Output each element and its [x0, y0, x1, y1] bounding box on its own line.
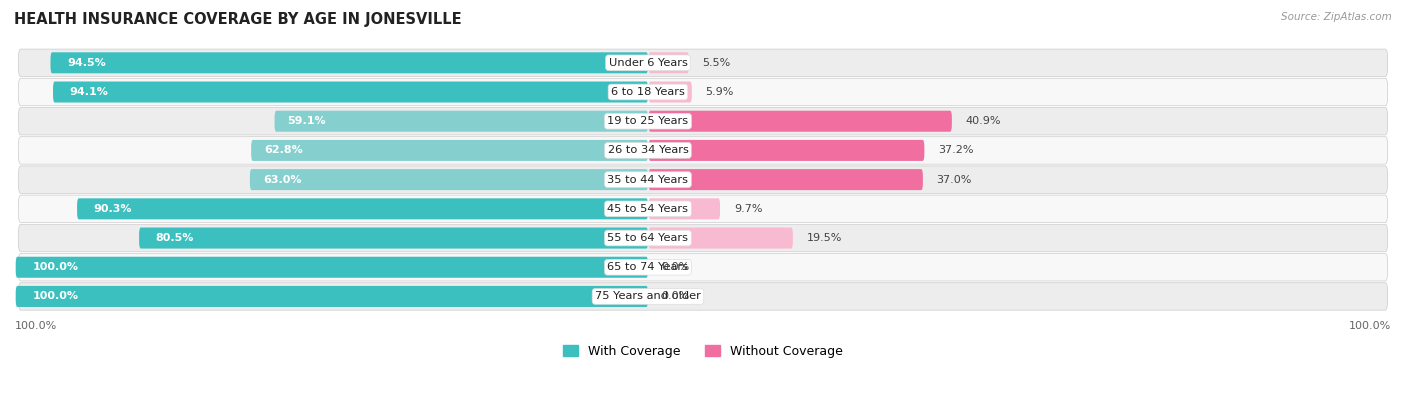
FancyBboxPatch shape: [51, 52, 648, 73]
Text: 19.5%: 19.5%: [807, 233, 842, 243]
Text: 94.1%: 94.1%: [69, 87, 108, 97]
Text: 59.1%: 59.1%: [288, 116, 326, 126]
Text: 75 Years and older: 75 Years and older: [595, 291, 702, 301]
Text: 37.2%: 37.2%: [938, 145, 973, 156]
FancyBboxPatch shape: [648, 169, 922, 190]
FancyBboxPatch shape: [77, 198, 648, 220]
Text: 100.0%: 100.0%: [32, 291, 79, 301]
FancyBboxPatch shape: [15, 257, 648, 278]
FancyBboxPatch shape: [252, 140, 648, 161]
FancyBboxPatch shape: [648, 227, 793, 249]
Text: 80.5%: 80.5%: [156, 233, 194, 243]
Legend: With Coverage, Without Coverage: With Coverage, Without Coverage: [558, 339, 848, 363]
Text: Source: ZipAtlas.com: Source: ZipAtlas.com: [1281, 12, 1392, 22]
Text: 100.0%: 100.0%: [1348, 321, 1391, 331]
Text: Under 6 Years: Under 6 Years: [609, 58, 688, 68]
Text: HEALTH INSURANCE COVERAGE BY AGE IN JONESVILLE: HEALTH INSURANCE COVERAGE BY AGE IN JONE…: [14, 12, 461, 27]
FancyBboxPatch shape: [250, 169, 648, 190]
FancyBboxPatch shape: [18, 254, 1388, 281]
FancyBboxPatch shape: [274, 111, 648, 132]
Text: 62.8%: 62.8%: [264, 145, 302, 156]
Text: 65 to 74 Years: 65 to 74 Years: [607, 262, 689, 272]
FancyBboxPatch shape: [648, 140, 924, 161]
FancyBboxPatch shape: [139, 227, 648, 249]
Text: 100.0%: 100.0%: [32, 262, 79, 272]
Text: 0.0%: 0.0%: [662, 262, 690, 272]
Text: 37.0%: 37.0%: [936, 175, 972, 185]
Text: 100.0%: 100.0%: [15, 321, 58, 331]
FancyBboxPatch shape: [18, 225, 1388, 252]
Text: 90.3%: 90.3%: [94, 204, 132, 214]
FancyBboxPatch shape: [18, 137, 1388, 164]
FancyBboxPatch shape: [18, 195, 1388, 222]
Text: 55 to 64 Years: 55 to 64 Years: [607, 233, 689, 243]
FancyBboxPatch shape: [15, 286, 648, 307]
Text: 6 to 18 Years: 6 to 18 Years: [612, 87, 685, 97]
Text: 5.9%: 5.9%: [706, 87, 734, 97]
Text: 9.7%: 9.7%: [734, 204, 762, 214]
FancyBboxPatch shape: [648, 111, 952, 132]
FancyBboxPatch shape: [18, 78, 1388, 106]
FancyBboxPatch shape: [53, 81, 648, 103]
Text: 45 to 54 Years: 45 to 54 Years: [607, 204, 689, 214]
Text: 19 to 25 Years: 19 to 25 Years: [607, 116, 689, 126]
Text: 94.5%: 94.5%: [67, 58, 105, 68]
FancyBboxPatch shape: [18, 49, 1388, 76]
FancyBboxPatch shape: [18, 283, 1388, 310]
Text: 35 to 44 Years: 35 to 44 Years: [607, 175, 689, 185]
FancyBboxPatch shape: [18, 166, 1388, 193]
Text: 5.5%: 5.5%: [703, 58, 731, 68]
Text: 40.9%: 40.9%: [966, 116, 1001, 126]
Text: 63.0%: 63.0%: [263, 175, 301, 185]
FancyBboxPatch shape: [648, 81, 692, 103]
FancyBboxPatch shape: [648, 52, 689, 73]
FancyBboxPatch shape: [648, 198, 720, 220]
FancyBboxPatch shape: [18, 107, 1388, 135]
Text: 26 to 34 Years: 26 to 34 Years: [607, 145, 689, 156]
Text: 0.0%: 0.0%: [662, 291, 690, 301]
